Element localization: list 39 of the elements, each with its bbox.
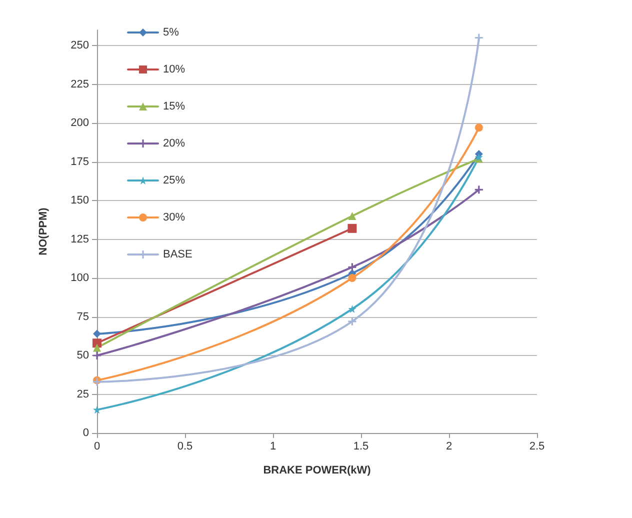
point (93, 344, 101, 352)
y-tick-label: 25 (76, 388, 89, 400)
y-tick-label: 75 (76, 310, 89, 323)
legend-label: BASE (163, 248, 192, 260)
point (348, 317, 356, 326)
x-axis-title: BRAKE POWER(kW) (263, 464, 372, 476)
y-tick-label: 125 (70, 233, 89, 246)
legend-label: 15% (163, 100, 186, 112)
point (348, 224, 357, 233)
y-axis-title: NO(PPM) (38, 207, 50, 256)
y-tick-label: 100 (70, 272, 89, 284)
point (474, 186, 483, 194)
point (474, 34, 483, 42)
x-tick-label: 0 (94, 440, 100, 452)
point (93, 330, 101, 338)
y-tick-label: 175 (70, 156, 89, 168)
y-tick-label: 0 (82, 427, 89, 439)
x-tick-label: 1 (270, 440, 276, 452)
x-tick-label: 0.5 (177, 440, 193, 452)
legend-label: 25% (163, 174, 186, 186)
legend-label: 20% (163, 138, 186, 150)
point (348, 212, 356, 220)
x-tick-label: 1.5 (353, 440, 369, 452)
point (348, 274, 356, 282)
x-tick-label: 2 (446, 440, 452, 452)
point (92, 338, 102, 348)
point (348, 263, 356, 272)
x-tick-label: 2.5 (529, 440, 545, 452)
y-tick-label: 150 (70, 194, 89, 206)
point (474, 124, 483, 132)
y-tick-label: 250 (70, 40, 89, 52)
legend-label: 10% (163, 64, 186, 76)
y-tick-label: 200 (70, 117, 89, 129)
point (348, 305, 356, 313)
y-tick-label: 50 (76, 350, 89, 362)
legend-label: 30% (163, 212, 186, 224)
point (93, 352, 101, 360)
y-tick-label: 225 (70, 78, 89, 90)
legend-label: 5% (163, 26, 180, 38)
